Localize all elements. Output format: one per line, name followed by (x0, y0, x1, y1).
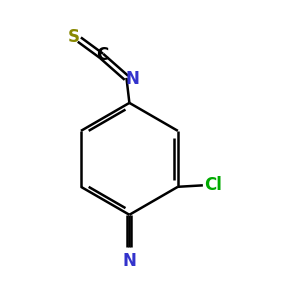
Text: N: N (126, 70, 140, 88)
Text: Cl: Cl (204, 176, 222, 194)
Text: S: S (68, 28, 80, 46)
Text: C: C (96, 46, 108, 64)
Text: N: N (122, 253, 136, 271)
